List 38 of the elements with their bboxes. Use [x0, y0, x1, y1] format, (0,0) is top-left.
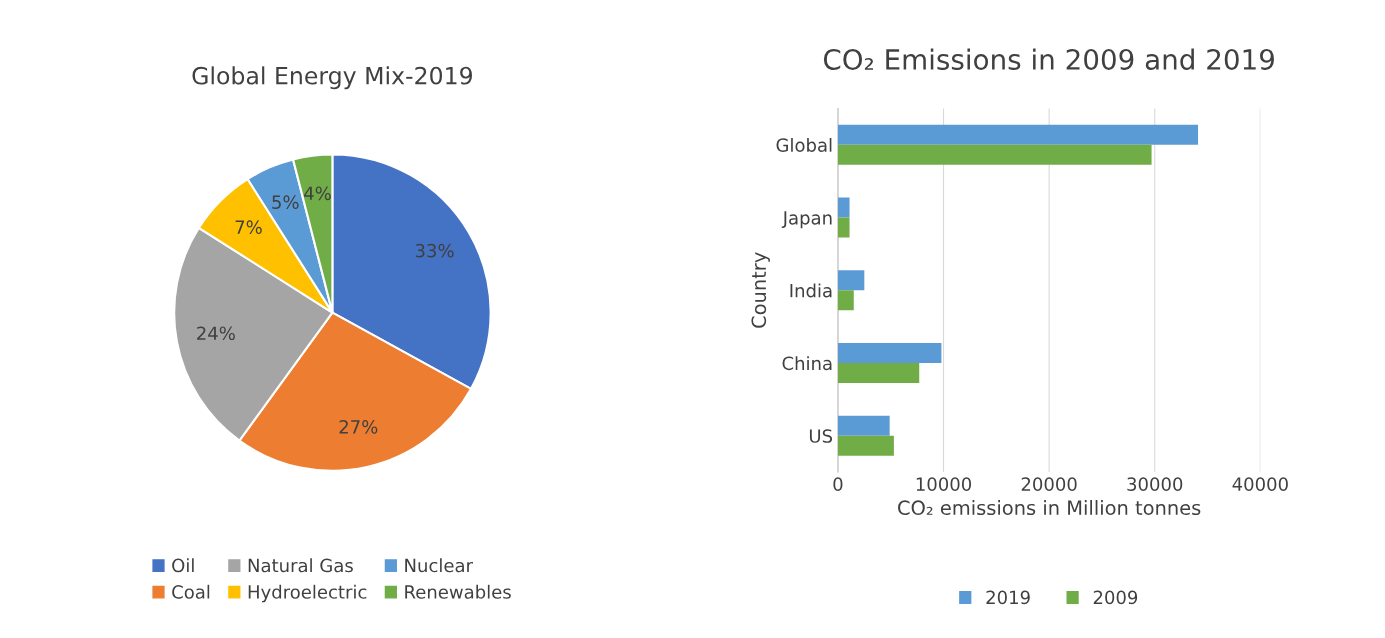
x-tick-label: 10000 — [916, 477, 972, 491]
legend-label: Coal — [172, 584, 210, 599]
y-tick-label: US — [809, 429, 833, 443]
y-tick-label: Japan — [781, 211, 832, 229]
legend-label: 2019 — [986, 590, 1030, 605]
chart-title: CO₂ Emissions in 2009 and 2019 — [823, 48, 1274, 70]
bar — [837, 290, 854, 311]
data-label: 5% — [272, 195, 299, 209]
x-tick-label: 0 — [833, 477, 843, 491]
x-tick-label: 20000 — [1021, 477, 1077, 491]
bar — [837, 343, 942, 364]
data-label: 24% — [197, 326, 235, 341]
legend-label: Hydroelectric — [248, 584, 367, 603]
bar — [837, 144, 1152, 165]
x-axis-title: CO₂ emissions in Million tonnes — [898, 500, 1201, 516]
x-tick-label: 40000 — [1232, 477, 1288, 491]
y-tick-label: China — [782, 356, 832, 371]
legend-label: 2009 — [1093, 590, 1138, 605]
data-label: 7% — [235, 220, 262, 234]
bar — [837, 270, 865, 291]
bar — [837, 197, 850, 218]
legend-label: Natural Gas — [248, 558, 353, 573]
chart-title: Global Energy Mix-2019 — [192, 66, 472, 90]
y-axis-title: Country — [751, 252, 770, 328]
bar — [837, 435, 894, 456]
data-label: 27% — [339, 420, 378, 434]
bar — [837, 363, 920, 384]
bar — [837, 124, 1199, 145]
x-tick-label: 30000 — [1127, 477, 1183, 491]
data-label: 33% — [415, 243, 454, 258]
y-tick-label: India — [790, 283, 832, 298]
bar — [837, 217, 850, 238]
y-tick-label: Global — [776, 137, 832, 152]
legend-label: Oil — [172, 558, 194, 573]
bar — [837, 415, 890, 436]
legend-label: Nuclear — [405, 558, 473, 573]
legend-label: Renewables — [405, 584, 511, 599]
data-label: 4% — [304, 186, 331, 201]
